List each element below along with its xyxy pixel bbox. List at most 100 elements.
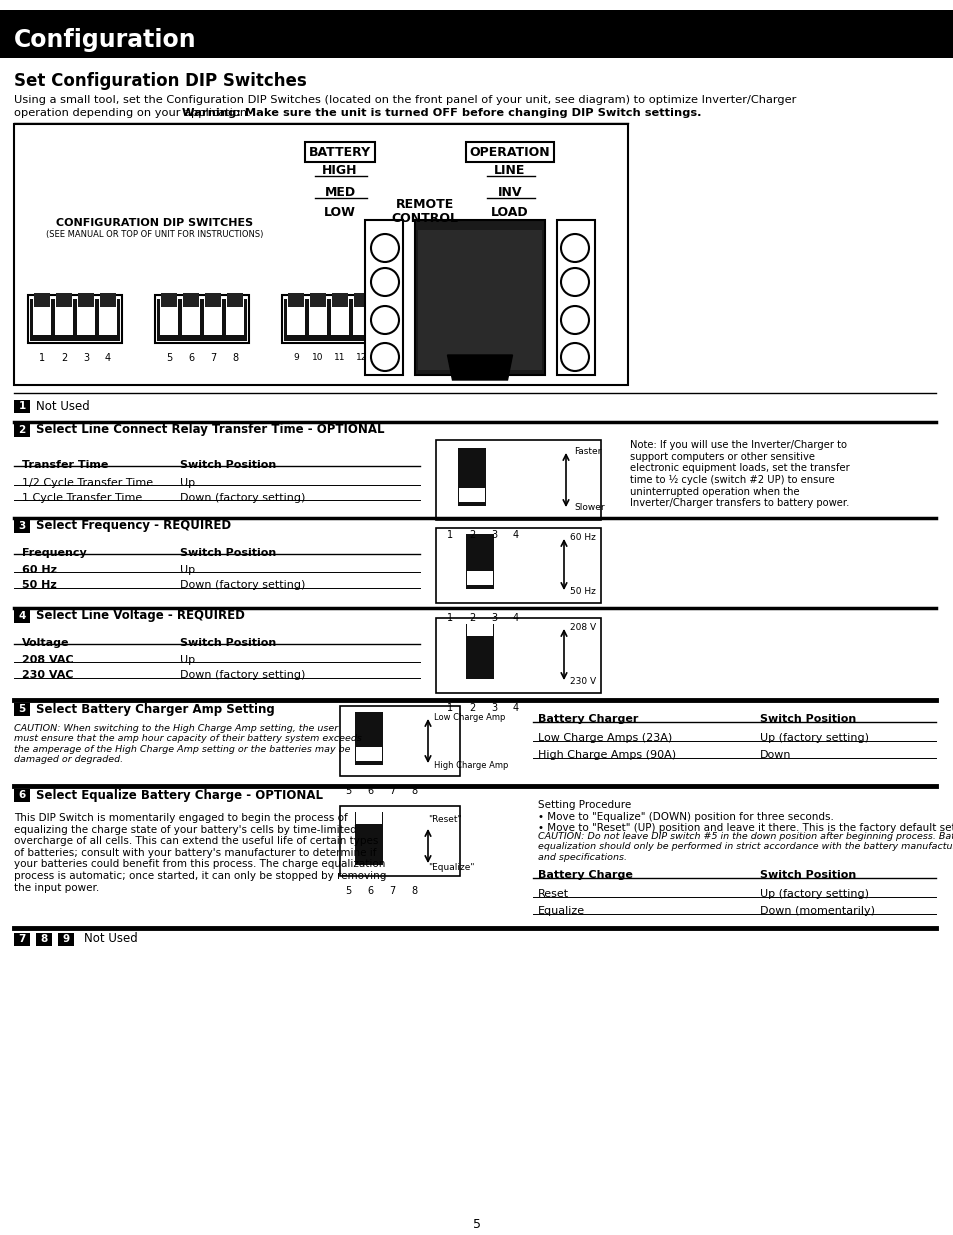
Bar [282,295,375,343]
Bar [56,293,71,308]
Text: Low Charge Amp: Low Charge Amp [434,714,505,722]
Text: CAUTION: Do not leave DIP switch #5 in the down position after beginning process: CAUTION: Do not leave DIP switch #5 in t… [537,832,953,862]
Text: Voltage: Voltage [22,638,70,648]
Bar [226,296,244,335]
Bar [339,706,459,776]
Text: Slower: Slower [574,504,604,513]
Bar [14,520,30,534]
Bar [436,440,600,520]
Text: Not Used: Not Used [84,932,137,946]
Bar [332,293,348,308]
Text: Select Battery Charger Amp Setting: Select Battery Charger Amp Setting [36,703,274,715]
Text: 5: 5 [345,885,351,897]
Bar [353,296,371,335]
Bar [288,293,304,308]
Text: Up: Up [180,478,195,488]
Text: This DIP Switch is momentarily engaged to begin the process of
equalizing the ch: This DIP Switch is momentarily engaged t… [14,813,386,893]
Text: Select Frequency - REQUIRED: Select Frequency - REQUIRED [36,520,231,532]
Bar [161,293,177,308]
Text: Setting Procedure
• Move to "Equalize" (DOWN) position for three seconds.
• Move: Setting Procedure • Move to "Equalize" (… [537,800,953,834]
Text: 230 V: 230 V [569,677,596,685]
Text: 230 VAC: 230 VAC [22,671,73,680]
Text: "Reset": "Reset" [428,815,461,824]
Text: 1/2 Cycle Transfer Time: 1/2 Cycle Transfer Time [22,478,153,488]
Bar [355,811,382,864]
Text: 60 Hz: 60 Hz [569,534,596,542]
Text: 3: 3 [18,521,26,531]
Text: Frequency: Frequency [22,548,87,558]
Text: 4: 4 [105,353,111,363]
Text: LINE: LINE [494,163,525,177]
Text: 6: 6 [188,353,193,363]
Bar [14,424,30,437]
Bar [33,296,51,335]
Bar [355,747,381,761]
Text: Up (factory setting): Up (factory setting) [760,889,868,899]
Polygon shape [447,354,512,380]
Text: 5: 5 [345,785,351,797]
Bar [28,295,122,343]
Bar [0,10,953,58]
Text: Up: Up [180,564,195,576]
Text: BATTERY: BATTERY [309,146,371,158]
Bar [339,806,459,876]
Bar [457,448,485,506]
Text: 1: 1 [446,613,453,622]
Text: 1: 1 [446,703,453,713]
Text: 208 V: 208 V [569,624,596,632]
Text: 3: 3 [83,353,89,363]
Text: Transfer Time: Transfer Time [22,459,109,471]
Text: 3: 3 [491,613,497,622]
Text: Down (factory setting): Down (factory setting) [180,493,305,503]
Text: LOW: LOW [324,205,355,219]
Text: 3: 3 [491,530,497,540]
Bar [355,810,381,824]
Text: 10: 10 [312,353,323,362]
Bar [204,296,222,335]
Text: 9: 9 [293,353,298,362]
Text: Up (factory setting): Up (factory setting) [760,734,868,743]
Text: 2: 2 [468,530,475,540]
Bar [417,230,541,370]
Text: OPERATION: OPERATION [469,146,550,158]
Text: 8: 8 [411,785,416,797]
Text: 1 Cycle Transfer Time: 1 Cycle Transfer Time [22,493,142,503]
Text: Select Equalize Battery Charge - OPTIONAL: Select Equalize Battery Charge - OPTIONA… [36,788,323,802]
Bar [465,624,494,679]
Text: 60 Hz: 60 Hz [22,564,57,576]
Text: 2: 2 [468,613,475,622]
Text: 1: 1 [18,401,26,411]
Bar [14,703,30,716]
Text: Switch Position: Switch Position [180,459,276,471]
Text: MED: MED [324,185,355,199]
Bar [467,571,493,585]
Text: 5: 5 [18,704,26,714]
Bar [415,220,544,375]
Bar [557,220,595,375]
Text: Low Charge Amps (23A): Low Charge Amps (23A) [537,734,672,743]
Text: Reset: Reset [537,889,569,899]
Text: Up: Up [180,655,195,664]
Text: High Charge Amp: High Charge Amp [434,762,508,771]
Text: 4: 4 [18,611,26,621]
Text: 2: 2 [61,353,67,363]
Bar [182,296,200,335]
Bar [436,618,600,693]
Text: 5: 5 [166,353,172,363]
Bar [309,296,327,335]
Text: CONTROL: CONTROL [391,212,458,226]
Bar [14,400,30,412]
Text: HIGH: HIGH [322,163,357,177]
Text: LOAD: LOAD [491,205,528,219]
Bar [331,296,349,335]
Text: Battery Charge: Battery Charge [537,869,632,881]
Text: 2: 2 [468,703,475,713]
Bar [227,293,243,308]
Bar [14,124,627,385]
Bar [77,296,95,335]
Text: 1: 1 [39,353,45,363]
Text: CAUTION: When switching to the High Charge Amp setting, the user
must ensure tha: CAUTION: When switching to the High Char… [14,724,361,764]
Text: 9: 9 [62,934,70,944]
Text: Configuration: Configuration [14,28,196,52]
Text: 8: 8 [232,353,238,363]
